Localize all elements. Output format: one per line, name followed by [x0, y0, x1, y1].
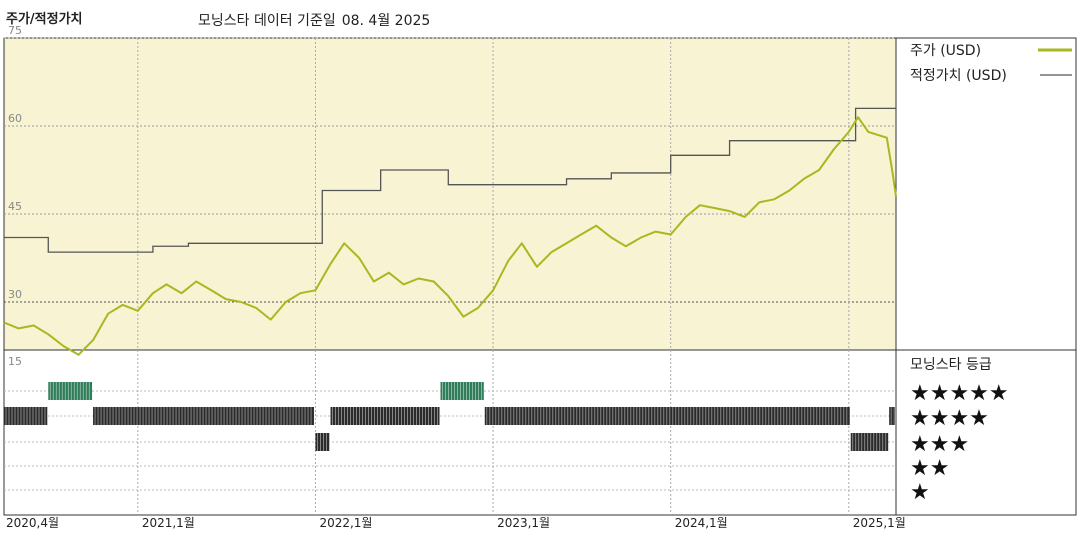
price-line: [3, 116, 897, 356]
y-tick-label: 60: [8, 112, 22, 125]
x-tick-label: 2023,1월: [497, 516, 550, 530]
rating-bar-5-star: [48, 382, 93, 400]
rating-bar-3-star: [315, 433, 330, 451]
rating-bar-5-star: [440, 382, 484, 400]
x-tick-label: 2020,4월: [6, 516, 59, 530]
legend-stars-3: ★★★: [910, 432, 969, 457]
legend-stars-1: ★: [910, 480, 930, 505]
rating-bar-fill: [440, 382, 484, 400]
data-date: 모닝스타 데이터 기준일 08. 4월 2025: [198, 10, 436, 30]
data-source-label: 모닝스타 데이터 기준일: [198, 13, 336, 29]
x-tick-label: 2024,1월: [675, 516, 728, 530]
rating-bar-fill: [484, 407, 850, 425]
x-tick-label: 2021,1월: [142, 516, 195, 530]
rating-bar-4-star: [330, 407, 440, 425]
rating-bar-fill: [889, 407, 895, 425]
rating-bar-fill: [4, 407, 48, 425]
x-tick-label: 2025,1월: [853, 516, 906, 530]
legend-rating-title: 모닝스타 등급: [910, 357, 992, 373]
rating-bar-3-star: [850, 433, 889, 451]
y-tick-label: 45: [8, 200, 22, 213]
rating-bar-fill: [93, 407, 314, 425]
x-tick-label: 2022,1월: [319, 516, 372, 530]
legend-stars-5: ★★★★★: [910, 381, 1009, 406]
data-date-value: 08. 4월 2025: [341, 13, 431, 29]
rating-bar-fill: [315, 433, 330, 451]
chart-title: 주가/적정가치: [6, 12, 83, 27]
rating-bar-4-star: [889, 407, 895, 425]
y-tick-label: 75: [8, 24, 22, 37]
rating-axis-label: 15: [8, 355, 22, 368]
legend-fair-value-label: 적정가치 (USD): [910, 68, 1007, 84]
rating-bar-fill: [330, 407, 440, 425]
rating-bar-fill: [850, 433, 889, 451]
legend-stars-2: ★★: [910, 456, 949, 481]
rating-bar-fill: [48, 382, 93, 400]
rating-bar-4-star: [93, 407, 314, 425]
y-tick-label: 30: [8, 288, 22, 301]
rating-bar-4-star: [484, 407, 850, 425]
rating-bar-4-star: [4, 407, 48, 425]
fair-value-line: [4, 107, 896, 253]
legend-price-label: 주가 (USD): [910, 43, 981, 59]
legend-stars-4: ★★★★: [910, 406, 989, 431]
